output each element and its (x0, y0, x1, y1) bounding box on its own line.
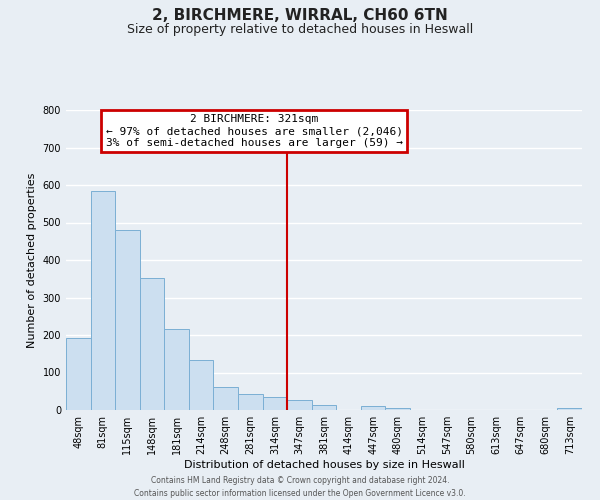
Text: 2, BIRCHMERE, WIRRAL, CH60 6TN: 2, BIRCHMERE, WIRRAL, CH60 6TN (152, 8, 448, 22)
Bar (312, 405, 336, 410)
Y-axis label: Number of detached properties: Number of detached properties (27, 172, 37, 348)
Text: 2 BIRCHMERE: 321sqm
← 97% of detached houses are smaller (2,046)
3% of semi-deta: 2 BIRCHMERE: 321sqm ← 97% of detached ho… (106, 114, 403, 148)
Bar (214, 387, 238, 410)
Bar (361, 406, 385, 410)
Bar (164, 328, 189, 410)
Bar (91, 190, 115, 410)
Bar (140, 278, 164, 410)
Bar (66, 338, 91, 410)
Bar (238, 394, 263, 410)
Bar (115, 230, 140, 410)
Bar (189, 360, 214, 410)
Text: Size of property relative to detached houses in Heswall: Size of property relative to detached ho… (127, 22, 473, 36)
Bar (385, 408, 410, 410)
Bar (287, 400, 312, 410)
Text: Contains HM Land Registry data © Crown copyright and database right 2024.
Contai: Contains HM Land Registry data © Crown c… (134, 476, 466, 498)
Bar (557, 408, 582, 410)
X-axis label: Distribution of detached houses by size in Heswall: Distribution of detached houses by size … (184, 460, 464, 470)
Bar (263, 396, 287, 410)
